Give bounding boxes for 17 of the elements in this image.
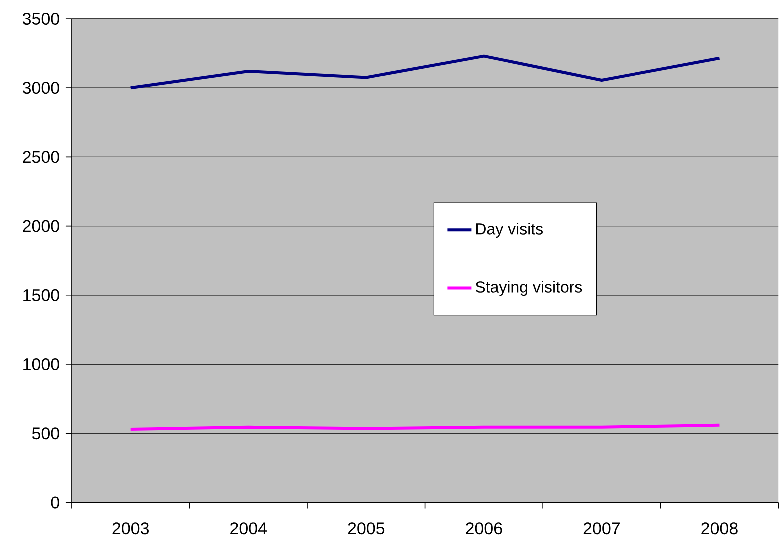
x-tick-label: 2007 (584, 522, 620, 535)
y-tick-label: 0 (51, 496, 60, 509)
y-tick-label: 500 (32, 428, 60, 440)
y-tick-label: 2000 (23, 220, 60, 232)
line-series (129, 54, 722, 90)
y-tick-label: 3000 (22, 82, 60, 94)
y-tick-label: 3500 (22, 13, 60, 26)
y-tick-label: 1500 (24, 290, 60, 302)
legend-label: Day visits (476, 223, 543, 238)
x-tick-label: 2003 (112, 522, 149, 535)
x-tick-label: 2008 (702, 522, 738, 535)
x-tick-label: 2005 (348, 522, 385, 535)
y-tick-label: 2500 (23, 151, 60, 164)
x-tick-label: 2004 (230, 522, 268, 535)
y-tick-label: 1000 (24, 358, 60, 371)
legend-label: Staying visitors (476, 281, 582, 296)
x-tick-label: 2006 (466, 522, 502, 535)
